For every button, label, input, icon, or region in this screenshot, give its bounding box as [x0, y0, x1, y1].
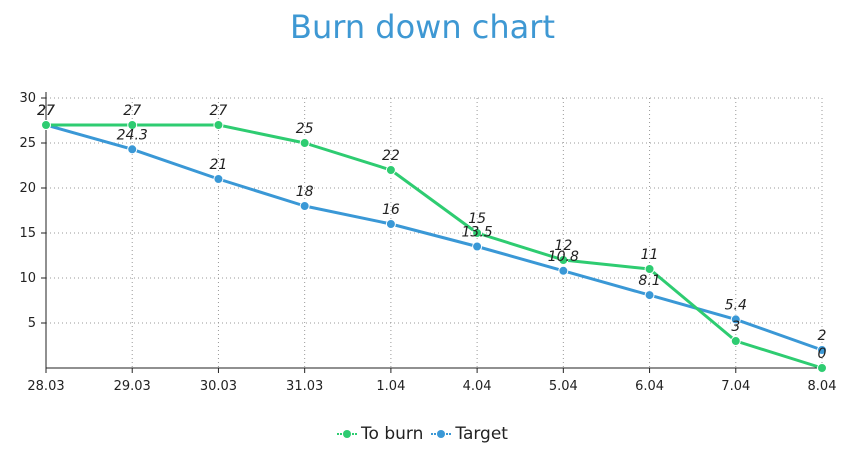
data-label: 27	[123, 103, 141, 119]
y-tick-label: 30	[19, 91, 36, 106]
data-label: 5.4	[725, 297, 747, 313]
series-line	[45, 123, 823, 352]
data-label: 27	[210, 103, 228, 119]
data-point	[558, 265, 569, 276]
data-point	[558, 255, 569, 265]
data-point	[213, 120, 224, 130]
data-point	[817, 363, 827, 373]
legend-label: To burn	[361, 424, 424, 444]
data-point	[385, 165, 396, 175]
y-tick-label: 25	[19, 136, 36, 151]
legend-label: Target	[455, 424, 508, 444]
data-label: 22	[382, 148, 400, 164]
data-point	[644, 290, 655, 301]
data-point	[41, 120, 51, 130]
y-tick-label: 10	[19, 271, 36, 286]
data-point	[127, 144, 138, 155]
data-label: 13.5	[462, 225, 493, 241]
data-point	[730, 336, 741, 346]
data-label: 15	[468, 211, 486, 227]
data-label: 2	[818, 328, 827, 344]
data-label: 16	[382, 202, 400, 218]
data-label: 12	[554, 238, 572, 254]
x-tick-label: 6.04	[635, 379, 664, 394]
x-tick-label: 29.03	[114, 379, 151, 394]
data-label: 11	[641, 247, 659, 263]
y-tick-label: 20	[19, 181, 36, 196]
data-label: 21	[210, 157, 228, 173]
data-point	[817, 345, 827, 355]
data-point	[472, 241, 483, 252]
x-tick-label: 1.04	[376, 379, 405, 394]
x-tick-label: 7.04	[721, 379, 750, 394]
data-point	[127, 120, 138, 130]
data-point	[385, 219, 396, 229]
data-point	[472, 228, 483, 238]
data-point	[299, 201, 310, 211]
data-label: 27	[37, 103, 55, 119]
x-tick-label: 5.04	[549, 379, 578, 394]
legend-marker-icon	[337, 429, 358, 439]
legend: To burn Target	[0, 424, 845, 444]
x-tick-label: 30.03	[200, 379, 237, 394]
data-label: 24.3	[117, 127, 148, 143]
legend-marker-icon	[431, 429, 452, 439]
chart-title: Burn down chart	[290, 8, 555, 46]
data-label: 27	[37, 103, 55, 119]
legend-item[interactable]: Target	[431, 424, 508, 444]
series-line	[46, 123, 823, 370]
data-label: 3	[731, 319, 740, 335]
data-point	[213, 174, 224, 184]
y-tick-label: 15	[19, 226, 36, 241]
y-tick-label: 5	[28, 316, 36, 331]
x-tick-label: 31.03	[286, 379, 323, 394]
x-tick-label: 8.04	[808, 379, 837, 394]
x-tick-label: 4.04	[463, 379, 492, 394]
data-point	[730, 314, 741, 325]
data-label: 18	[296, 184, 314, 200]
data-label: 8.1	[638, 273, 660, 289]
data-point	[299, 138, 310, 148]
x-tick-label: 28.03	[27, 379, 64, 394]
data-point	[644, 264, 655, 274]
data-label: 25	[296, 121, 314, 137]
legend-item[interactable]: To burn	[337, 424, 423, 444]
data-label: 10.8	[548, 249, 579, 265]
data-label: 0	[818, 346, 827, 362]
